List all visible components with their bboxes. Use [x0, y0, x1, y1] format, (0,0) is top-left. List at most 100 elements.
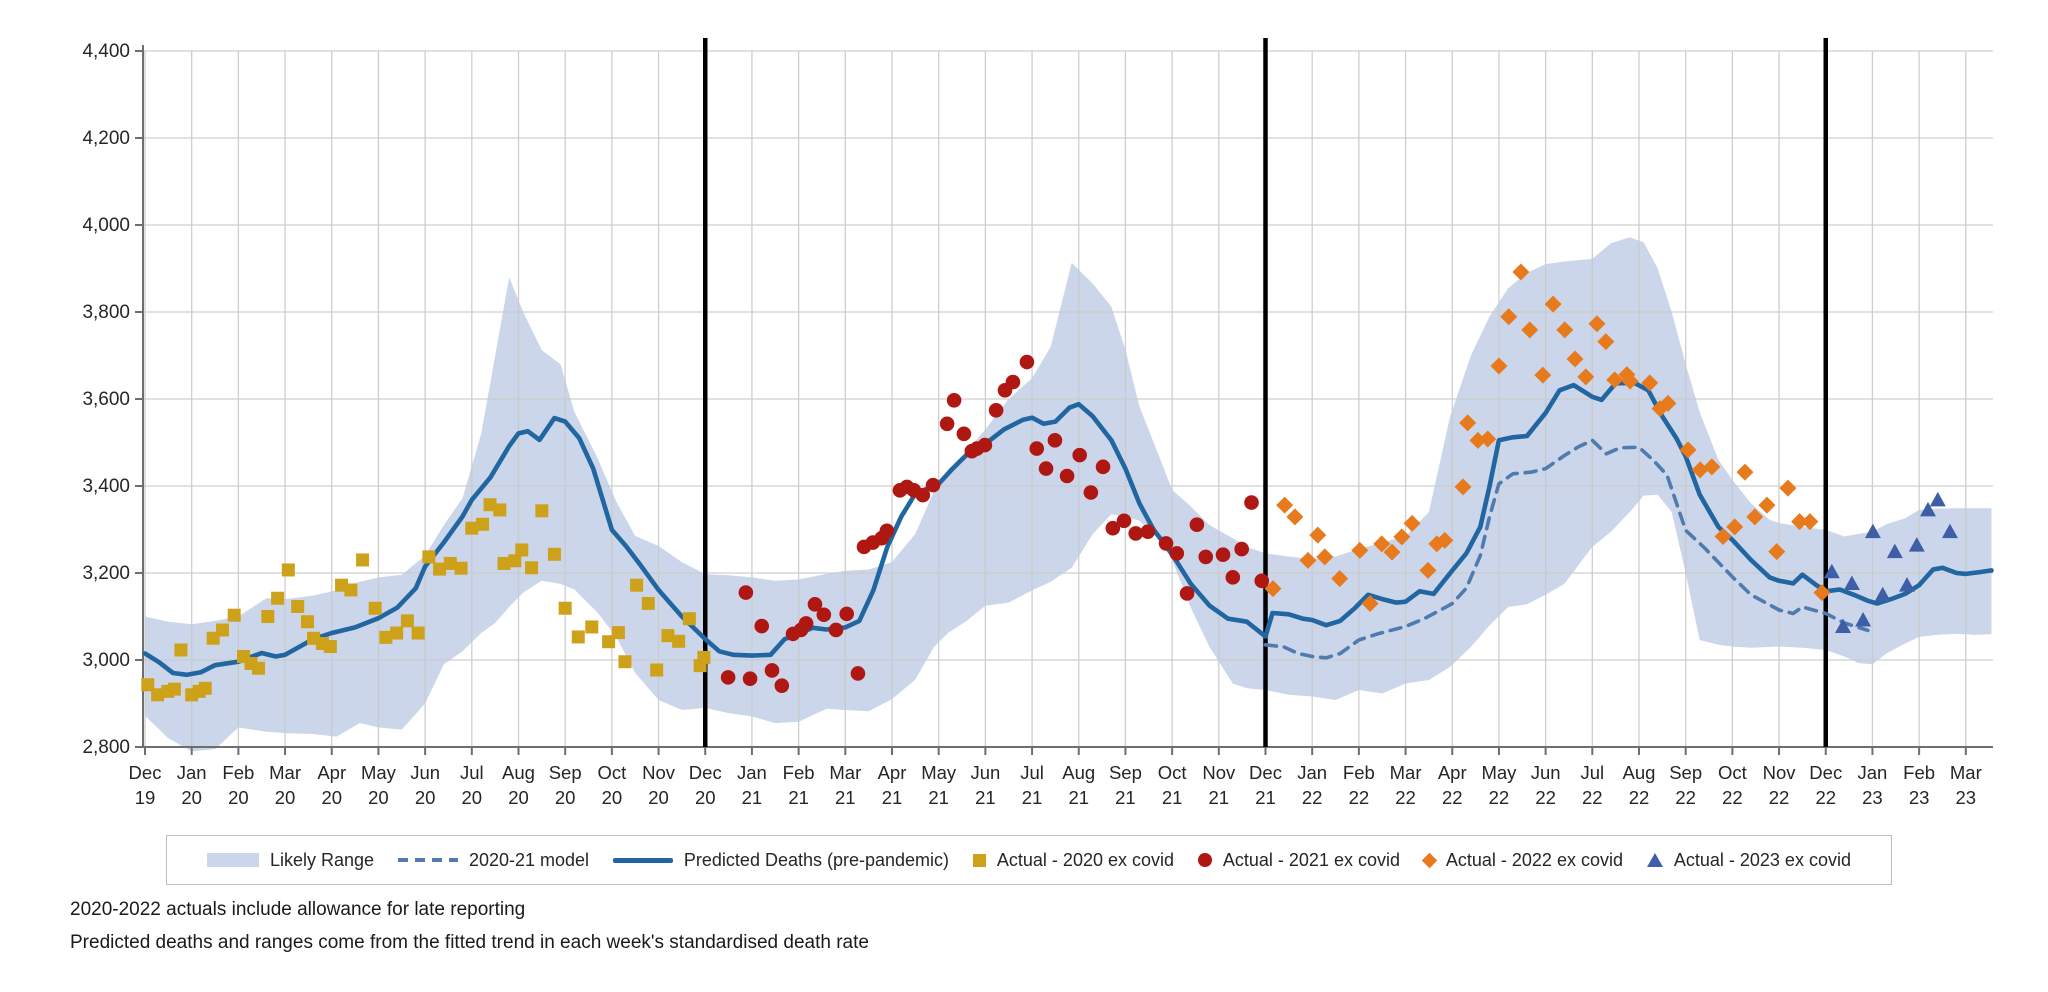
data-point-circle — [738, 585, 754, 600]
x-tick-label-month: Jun — [970, 762, 1000, 783]
x-tick-label-year: 23 — [1862, 787, 1883, 808]
x-tick-label-year: 21 — [1022, 787, 1043, 808]
y-tick-label: 3,800 — [82, 302, 130, 323]
data-point-square — [227, 608, 241, 622]
x-tick-label-year: 22 — [1769, 787, 1790, 808]
data-point-circle — [1140, 524, 1156, 539]
data-point-triangle — [1874, 586, 1891, 602]
legend-item-predicted-deaths: Predicted Deaths (pre-pandemic) — [612, 850, 949, 871]
data-point-diamond — [1459, 414, 1477, 432]
data-point-diamond — [1659, 394, 1677, 412]
x-tick-label-month: Mar — [1950, 762, 1982, 783]
legend-label: Actual - 2022 ex covid — [1445, 849, 1623, 870]
data-point-circle — [764, 663, 780, 678]
x-tick-label-month: Dec — [689, 762, 722, 783]
legend-item-actual-2022: Actual - 2022 ex covid — [1421, 849, 1623, 871]
legend-label: Actual - 2021 ex covid — [1222, 849, 1400, 870]
data-point-circle — [828, 622, 844, 638]
x-tick-label-year: 20 — [228, 787, 249, 808]
data-point-square — [198, 681, 212, 695]
x-tick-label-year: 21 — [742, 787, 763, 808]
data-point-square — [271, 591, 285, 605]
x-tick-label-year: 20 — [275, 787, 296, 808]
x-tick-label-year: 19 — [135, 787, 156, 808]
data-point-diamond — [1801, 513, 1819, 531]
x-tick-label-month: Jul — [460, 762, 484, 783]
x-tick-label-month: Jul — [1580, 762, 1604, 783]
data-point-diamond — [1403, 514, 1421, 532]
x-tick-label-month: Jan — [737, 762, 767, 783]
data-point-circle — [1083, 485, 1099, 500]
y-tick-label: 4,000 — [82, 215, 130, 236]
data-point-circle — [1005, 374, 1021, 390]
x-tick-label-year: 20 — [462, 787, 483, 808]
data-point-square — [400, 614, 414, 628]
x-tick-label-month: Feb — [1903, 762, 1935, 783]
data-point-square — [167, 682, 181, 696]
data-point-diamond — [1286, 508, 1304, 526]
x-tick-label-year: 21 — [975, 787, 996, 808]
data-point-square — [465, 521, 479, 535]
x-tick-label-year: 21 — [882, 787, 903, 808]
data-point-triangle — [1919, 501, 1936, 517]
x-tick-label-month: May — [921, 762, 957, 783]
data-point-circle — [1234, 541, 1249, 557]
data-point-circle — [879, 523, 895, 539]
data-point-circle — [1105, 520, 1121, 536]
likely-range-swatch-icon — [207, 853, 259, 867]
data-point-diamond — [1703, 458, 1721, 476]
data-point-circle — [1179, 586, 1195, 601]
y-tick-label: 3,600 — [82, 389, 130, 410]
data-point-square — [261, 610, 275, 623]
x-tick-label-year: 20 — [555, 787, 576, 808]
data-point-circle — [798, 616, 814, 631]
x-tick-label-month: Apr — [878, 762, 907, 783]
y-tick-label: 3,000 — [82, 650, 130, 671]
data-point-diamond — [1556, 321, 1574, 339]
data-point-square — [661, 629, 675, 643]
data-point-circle — [754, 618, 770, 634]
x-tick-label-month: Feb — [783, 762, 815, 783]
x-tick-label-year: 20 — [508, 787, 529, 808]
x-tick-label-year: 22 — [1815, 787, 1836, 808]
y-tick-label: 2,800 — [82, 737, 130, 758]
x-tick-label-month: Mar — [829, 762, 861, 783]
data-point-circle — [988, 403, 1004, 418]
legend-item-2020-21-model: 2020-21 model — [397, 849, 590, 871]
predicted-line — [142, 380, 1994, 678]
data-point-diamond — [1299, 551, 1317, 569]
x-tick-label-year: 22 — [1489, 787, 1510, 808]
data-point-square — [697, 650, 711, 664]
x-tick-label-month: May — [361, 762, 397, 783]
x-tick-label-year: 22 — [1675, 787, 1696, 808]
x-tick-label-month: Mar — [269, 762, 301, 783]
data-point-square — [368, 601, 382, 615]
data-point-diamond — [1621, 372, 1639, 390]
data-point-diamond — [1490, 357, 1508, 375]
data-point-diamond — [1813, 584, 1831, 602]
legend-label: Likely Range — [270, 849, 375, 870]
data-point-square — [411, 626, 425, 640]
solid-line-icon — [612, 857, 673, 863]
data-point-square — [443, 556, 457, 570]
legend-label: 2020-21 model — [468, 849, 590, 870]
x-tick-label-year: 20 — [648, 787, 669, 808]
yellow-square-marker-icon — [972, 853, 986, 867]
y-tick-label: 4,200 — [82, 128, 130, 149]
x-tick-label-year: 20 — [181, 787, 202, 808]
chart-footnotes: 2020-2022 actuals include allowance for … — [70, 893, 869, 959]
blue-triangle-marker-icon — [1646, 853, 1663, 867]
data-point-diamond — [1383, 543, 1401, 561]
legend-item-actual-2023: Actual - 2023 ex covid — [1646, 850, 1851, 871]
x-tick-label-month: Nov — [1763, 762, 1797, 783]
data-point-diamond — [1512, 263, 1530, 281]
data-point-square — [547, 547, 561, 561]
y-tick-label: 3,400 — [82, 476, 130, 497]
x-tick-label-month: Nov — [1202, 762, 1236, 783]
x-tick-label-year: 22 — [1629, 787, 1650, 808]
x-tick-label-year: 22 — [1535, 787, 1556, 808]
data-point-square — [141, 678, 155, 692]
data-point-square — [558, 601, 572, 615]
data-point-circle — [1116, 513, 1132, 529]
data-point-square — [422, 550, 436, 564]
